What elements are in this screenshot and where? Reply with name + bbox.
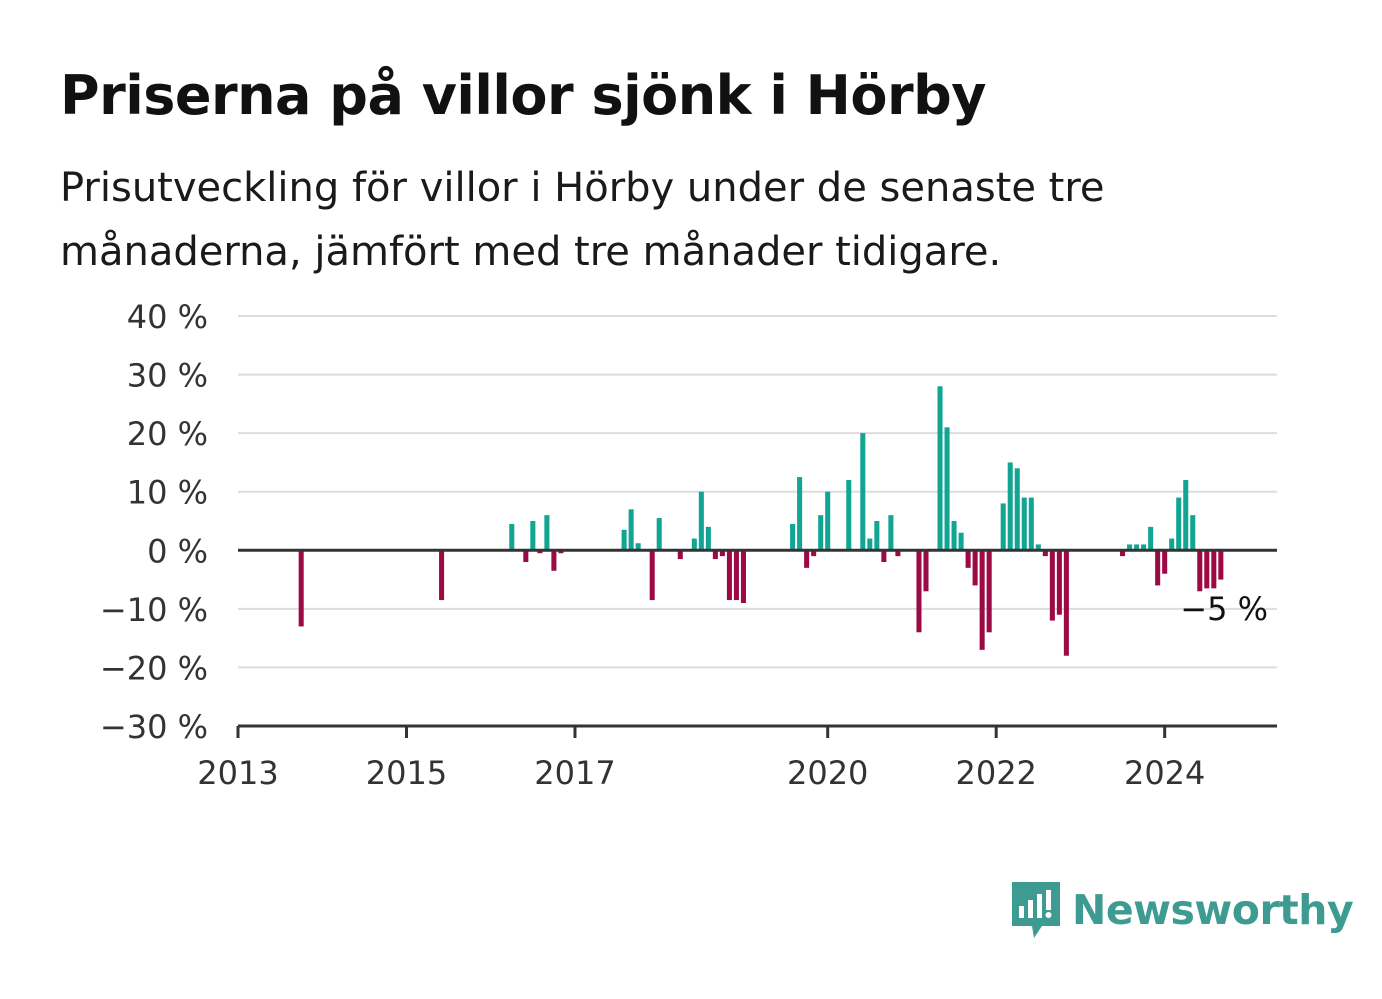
y-tick-label: 0 % — [147, 532, 208, 570]
bar — [523, 550, 529, 562]
bar — [818, 515, 824, 551]
bar — [1049, 550, 1055, 621]
bar — [804, 550, 810, 568]
bar — [635, 543, 641, 551]
bar — [649, 550, 655, 601]
bar — [712, 550, 718, 560]
bar — [1148, 526, 1154, 551]
bar — [923, 550, 929, 592]
bar — [740, 550, 746, 603]
bar — [1056, 550, 1062, 615]
bar — [797, 477, 803, 551]
bar-chart-speech-bubble-icon — [1012, 882, 1060, 938]
bar — [1169, 538, 1175, 551]
bars — [298, 386, 1224, 656]
x-tick-label: 2015 — [366, 754, 447, 792]
bar — [972, 550, 978, 586]
bar — [825, 491, 831, 551]
bar — [1014, 468, 1020, 551]
bar — [1042, 550, 1048, 557]
bar — [1063, 550, 1069, 656]
bar — [1141, 544, 1147, 551]
bar — [1204, 550, 1210, 589]
bar — [726, 550, 732, 601]
gridlines — [238, 315, 1277, 669]
x-tick-label: 2013 — [197, 754, 278, 792]
bar — [298, 550, 304, 627]
bar — [1218, 550, 1224, 580]
bar — [1000, 503, 1006, 551]
x-tick-label: 2017 — [534, 754, 615, 792]
y-tick-label: 10 % — [127, 474, 208, 512]
bar — [691, 538, 697, 551]
bar — [1028, 497, 1034, 551]
bar — [530, 521, 536, 551]
bar — [698, 491, 704, 551]
x-tick-labels: 2013 2015 2017 2020 2022 2024 — [197, 754, 1205, 792]
bar — [951, 521, 957, 551]
bar — [881, 550, 887, 562]
axes — [236, 548, 1277, 738]
bar — [1183, 480, 1189, 551]
y-tick-label: −10 % — [100, 591, 208, 629]
bar — [874, 521, 880, 551]
bar — [965, 550, 971, 568]
bar — [986, 550, 992, 633]
bar — [439, 550, 445, 601]
brand-name: Newsworthy — [1072, 886, 1354, 934]
chart-title: Priserna på villor sjönk i Hörby — [60, 64, 986, 127]
bar — [958, 532, 964, 551]
bar — [860, 433, 866, 551]
bar — [1127, 544, 1133, 551]
y-tick-label: 20 % — [127, 415, 208, 453]
bar — [1035, 544, 1041, 551]
bar — [888, 515, 894, 551]
bar — [790, 523, 796, 551]
latest-value-label: −5 % — [1180, 590, 1268, 628]
x-tick-label: 2022 — [955, 754, 1036, 792]
bar — [621, 529, 627, 551]
y-tick-label: −30 % — [100, 708, 208, 746]
bar — [811, 550, 817, 557]
bar — [733, 550, 739, 601]
bar — [677, 550, 683, 560]
chart-subtitle: Prisutveckling för villor i Hörby under … — [60, 165, 1105, 275]
bar — [1021, 497, 1027, 551]
bar — [1120, 550, 1126, 557]
y-tick-label: 30 % — [127, 357, 208, 395]
bar — [846, 480, 852, 551]
bar — [705, 526, 711, 551]
x-tick-label: 2024 — [1124, 754, 1205, 792]
bar — [937, 386, 943, 551]
bar — [1197, 550, 1203, 592]
bar — [1211, 550, 1217, 589]
x-tick-label: 2020 — [787, 754, 868, 792]
bar — [551, 550, 557, 571]
y-tick-labels: −30 % −20 % −10 % 0 % 10 % 20 % 30 % 40 % — [100, 298, 208, 746]
bar — [944, 427, 950, 551]
bar — [1155, 550, 1161, 586]
bar — [867, 538, 873, 551]
bar — [628, 509, 634, 551]
bar — [509, 523, 515, 551]
bar — [895, 550, 901, 557]
bar — [916, 550, 922, 633]
bar — [1162, 550, 1168, 574]
bar — [1007, 462, 1013, 551]
bar — [1134, 544, 1140, 551]
newsworthy-logo: Newsworthy — [1010, 880, 1354, 940]
bar — [719, 550, 725, 557]
bar — [979, 550, 985, 650]
bar — [656, 518, 662, 551]
y-tick-label: −20 % — [100, 649, 208, 687]
bar — [1176, 497, 1182, 551]
y-tick-label: 40 % — [127, 298, 208, 336]
bar — [544, 515, 550, 551]
bar — [1190, 515, 1196, 551]
